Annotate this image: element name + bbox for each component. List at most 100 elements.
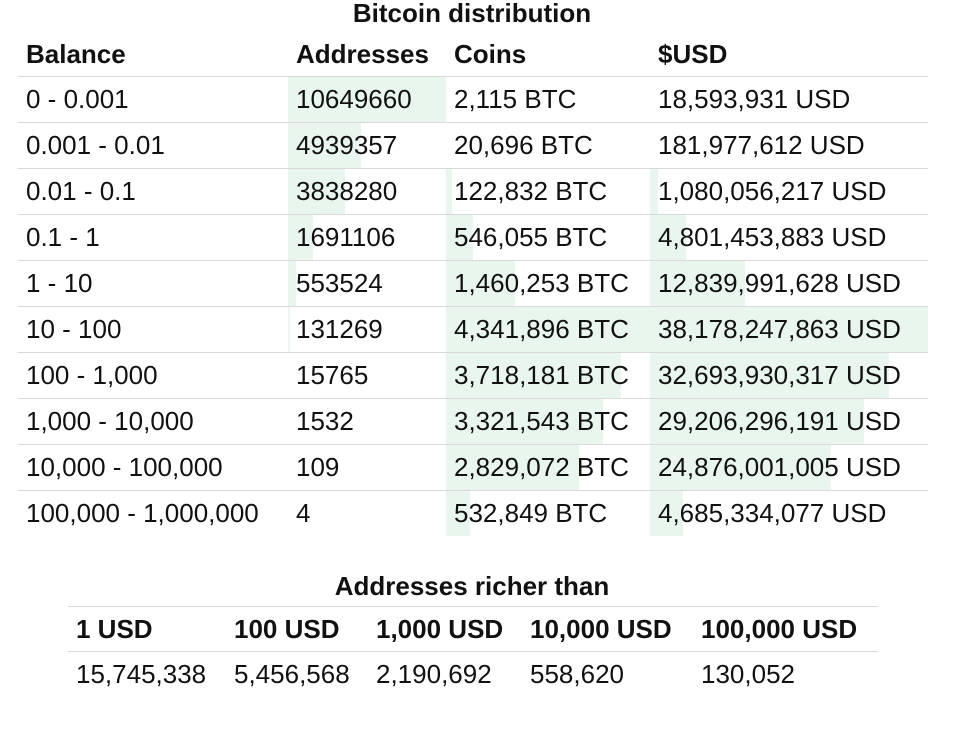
coins-share-bar — [446, 399, 604, 444]
balance-cell: 10 - 100 — [18, 306, 288, 353]
usd-cell: 32,693,930,317 USD — [650, 352, 928, 399]
usd-text: 1,080,056,217 USD — [658, 176, 887, 206]
addresses-cell: 4 — [288, 491, 446, 537]
coins-text: 546,055 BTC — [454, 222, 608, 252]
richer-value-10000-usd: 558,620 — [530, 659, 624, 689]
distribution-row: 0.001 - 0.01 4939357 20,696 BTC 181,977,612… — [18, 122, 928, 169]
usd-share-bar — [650, 399, 865, 444]
addresses-text: 4939357 — [296, 130, 398, 160]
distribution-row: 1,000 - 10,000 1532 3,321,543 BTC 29,206,29… — [18, 398, 928, 445]
richer-table: 1 USD 100 USD 1,000 USD 10,000 USD 100,0… — [68, 606, 878, 697]
balance-cell: 0.001 - 0.01 — [18, 122, 288, 169]
richer-header-row: 1 USD 100 USD 1,000 USD 10,000 USD 100,0… — [68, 606, 878, 652]
coins-text: 1,460,253 BTC — [454, 268, 629, 298]
balance-cell: 1 - 10 — [18, 260, 288, 307]
richer-value-100000-usd: 130,052 — [701, 659, 795, 689]
balance-text: 100 - 1,000 — [26, 360, 158, 390]
richer-value-1000-usd: 2,190,692 — [376, 659, 492, 689]
coins-share-bar — [446, 353, 622, 398]
coins-text: 3,321,543 BTC — [454, 406, 629, 436]
balance-text: 0.01 - 0.1 — [26, 176, 136, 206]
addresses-text: 15765 — [296, 360, 369, 390]
balance-text: 1,000 - 10,000 — [26, 406, 194, 436]
balance-text: 0.001 - 0.01 — [26, 130, 165, 160]
distribution-row: 0.01 - 0.1 3838280 122,832 BTC 1,080,056,21… — [18, 168, 928, 215]
usd-text: 18,593,931 USD — [658, 84, 851, 114]
coins-text: 532,849 BTC — [454, 498, 608, 528]
coins-share-bar — [446, 491, 471, 536]
coins-text: 122,832 BTC — [454, 176, 608, 206]
balance-text: 0.1 - 1 — [26, 222, 100, 252]
addresses-share-bar — [288, 77, 446, 122]
usd-share-bar — [650, 491, 684, 536]
usd-cell: 24,876,001,005 USD — [650, 444, 928, 491]
usd-cell: 4,801,453,883 USD — [650, 214, 928, 261]
header-100000-usd: 100,000 USD — [693, 606, 878, 652]
addresses-cell: 553524 — [288, 260, 446, 307]
header-usd: $USD — [650, 32, 928, 77]
coins-cell: 3,718,181 BTC — [446, 352, 650, 399]
coins-share-bar — [446, 169, 453, 214]
coins-text: 4,341,896 BTC — [454, 314, 629, 344]
balance-text: 1 - 10 — [26, 268, 93, 298]
balance-text: 100,000 - 1,000,000 — [26, 498, 259, 528]
usd-cell: 181,977,612 USD — [650, 122, 928, 169]
usd-cell: 38,178,247,863 USD — [650, 306, 928, 353]
coins-cell: 4,341,896 BTC — [446, 306, 650, 353]
distribution-header-row: Balance Addresses Coins $USD — [18, 32, 928, 77]
addresses-cell: 10649660 — [288, 76, 446, 123]
addresses-text: 109 — [296, 452, 340, 482]
coins-cell: 532,849 BTC — [446, 491, 650, 536]
usd-share-bar — [650, 445, 831, 490]
distribution-row: 0 - 0.001 10649660 2,115 BTC 18,593,931 USD — [18, 76, 928, 123]
addresses-cell: 1691106 — [288, 214, 446, 261]
addresses-cell: 4939357 — [288, 122, 446, 169]
addresses-text: 3838280 — [296, 176, 398, 206]
distribution-row: 100,000 - 1,000,000 4 532,849 BTC 4,685,334… — [18, 491, 928, 537]
balance-cell: 0 - 0.001 — [18, 76, 288, 123]
addresses-cell: 131269 — [288, 306, 446, 353]
usd-share-bar — [650, 261, 745, 306]
usd-share-bar — [650, 215, 687, 260]
header-1000-usd: 1,000 USD — [368, 606, 522, 652]
usd-cell: 4,685,334,077 USD — [650, 491, 928, 536]
coins-cell: 20,696 BTC — [446, 122, 650, 169]
addresses-share-bar — [288, 215, 314, 260]
coins-cell: 1,460,253 BTC — [446, 260, 650, 307]
addresses-text: 131269 — [296, 314, 383, 344]
usd-cell: 1,080,056,217 USD — [650, 168, 928, 215]
balance-cell: 1,000 - 10,000 — [18, 398, 288, 445]
coins-cell: 2,829,072 BTC — [446, 444, 650, 491]
balance-cell: 100,000 - 1,000,000 — [18, 491, 288, 537]
coins-share-bar — [446, 307, 650, 352]
header-coins: Coins — [446, 32, 650, 77]
coins-text: 3,718,181 BTC — [454, 360, 629, 390]
addresses-text: 1532 — [296, 406, 354, 436]
usd-share-bar — [650, 307, 928, 352]
distribution-row: 1 - 10 553524 1,460,253 BTC 12,839,991,628 … — [18, 260, 928, 307]
distribution-row: 100 - 1,000 15765 3,718,181 BTC 32,693,930,… — [18, 352, 928, 399]
addresses-share-bar — [288, 261, 296, 306]
usd-cell: 12,839,991,628 USD — [650, 260, 928, 307]
usd-text: 38,178,247,863 USD — [658, 314, 901, 344]
header-1-usd: 1 USD — [68, 606, 226, 652]
coins-share-bar — [446, 215, 473, 260]
addresses-text: 1691106 — [296, 222, 396, 252]
richer-value-1-usd: 15,745,338 — [76, 659, 207, 689]
coins-text: 2,829,072 BTC — [454, 452, 629, 482]
header-balance: Balance — [18, 32, 288, 77]
coins-cell: 546,055 BTC — [446, 214, 650, 261]
usd-text: 12,839,991,628 USD — [658, 268, 901, 298]
balance-cell: 10,000 - 100,000 — [18, 444, 288, 491]
header-100-usd: 100 USD — [226, 606, 368, 652]
distribution-row: 10 - 100 131269 4,341,896 BTC 38,178,247,86… — [18, 306, 928, 353]
balance-cell: 0.1 - 1 — [18, 214, 288, 261]
balance-text: 10,000 - 100,000 — [26, 452, 223, 482]
usd-text: 4,685,334,077 USD — [658, 498, 887, 528]
usd-text: 4,801,453,883 USD — [658, 222, 887, 252]
richer-value-100-usd: 5,456,568 — [234, 659, 350, 689]
header-10000-usd: 10,000 USD — [522, 606, 693, 652]
distribution-row: 10,000 - 100,000 109 2,829,072 BTC 24,876,0… — [18, 444, 928, 491]
coins-text: 20,696 BTC — [454, 130, 593, 160]
richer-values-row: 15,745,338 5,456,568 2,190,692 558,620 1… — [68, 652, 878, 698]
